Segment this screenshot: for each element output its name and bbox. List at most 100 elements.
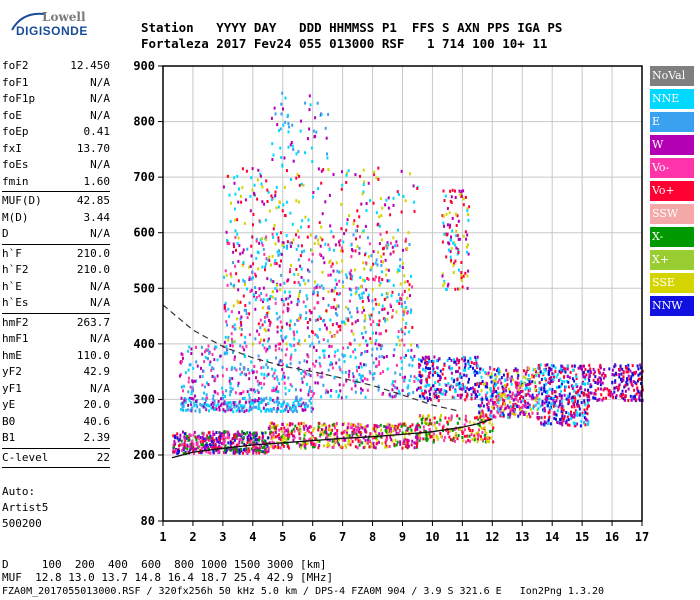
- echo-point: [277, 236, 280, 240]
- echo-point: [464, 362, 467, 366]
- echo-point: [311, 195, 314, 199]
- y-tick-label: 800: [133, 115, 155, 129]
- echo-point: [537, 390, 540, 394]
- echo-point: [443, 438, 446, 442]
- echo-point: [180, 439, 183, 443]
- echo-point: [224, 395, 227, 398]
- echo-point: [547, 394, 550, 398]
- echo-point: [418, 370, 421, 374]
- echo-point: [237, 236, 240, 240]
- echo-point: [384, 441, 387, 444]
- echo-point: [232, 339, 235, 343]
- echo-point: [452, 380, 455, 384]
- echo-point: [465, 395, 468, 399]
- echo-point: [359, 296, 362, 300]
- echo-point: [300, 397, 303, 401]
- echo-point: [233, 434, 236, 438]
- echo-point: [462, 203, 465, 207]
- echo-point: [575, 391, 578, 395]
- echo-point: [418, 358, 420, 361]
- echo-point: [248, 400, 251, 404]
- echo-point: [463, 423, 466, 427]
- echo-point: [466, 207, 469, 211]
- echo-point: [252, 262, 255, 266]
- echo-point: [526, 414, 529, 418]
- echo-point: [327, 368, 330, 372]
- echo-point: [271, 436, 274, 440]
- echo-point: [403, 422, 406, 426]
- echo-point: [254, 399, 257, 403]
- echo-point: [378, 363, 381, 366]
- echo-point: [607, 389, 610, 393]
- echo-point: [204, 356, 207, 359]
- echo-point: [476, 394, 479, 398]
- echo-point: [372, 441, 375, 445]
- echo-point: [251, 167, 254, 171]
- echo-point: [269, 263, 272, 267]
- echo-point: [258, 333, 261, 336]
- echo-point: [274, 112, 277, 116]
- param-value: N/A: [90, 108, 110, 122]
- echo-point: [391, 395, 394, 399]
- echo-point: [470, 433, 473, 437]
- echo-point: [264, 447, 267, 451]
- echo-point: [355, 365, 358, 369]
- echo-point: [596, 398, 599, 402]
- echo-point: [483, 433, 486, 437]
- echo-point: [459, 393, 462, 397]
- echo-point: [304, 339, 306, 342]
- echo-point: [241, 432, 243, 436]
- echo-point: [450, 414, 453, 418]
- echo-point: [274, 301, 277, 305]
- echo-point: [529, 382, 532, 386]
- echo-point: [536, 393, 539, 397]
- echo-point: [315, 285, 318, 289]
- echo-point: [526, 378, 529, 381]
- echo-point: [325, 309, 328, 313]
- echo-point: [204, 439, 207, 443]
- echo-point: [289, 319, 292, 323]
- echo-point: [320, 254, 323, 257]
- legend-item-vo-: Vo-: [650, 158, 694, 178]
- echo-point: [235, 443, 238, 447]
- echo-point: [492, 426, 495, 430]
- echo-point: [626, 382, 629, 386]
- echo-point: [308, 334, 311, 338]
- echo-point: [181, 356, 184, 360]
- echo-point: [554, 412, 557, 416]
- echo-point: [456, 437, 459, 441]
- echo-point: [512, 404, 515, 408]
- echo-point: [278, 360, 281, 364]
- echo-point: [501, 385, 504, 389]
- echo-point: [227, 338, 230, 342]
- echo-point: [268, 323, 271, 327]
- echo-point: [395, 443, 398, 447]
- echo-point: [187, 368, 190, 372]
- echo-point: [350, 288, 353, 292]
- echo-point: [346, 222, 349, 226]
- echo-point: [435, 359, 438, 363]
- echo-point: [222, 433, 225, 437]
- echo-point: [548, 372, 550, 376]
- echo-point: [261, 436, 264, 440]
- echo-point: [459, 372, 462, 376]
- echo-point: [311, 407, 314, 411]
- echo-point: [364, 317, 367, 321]
- echo-point: [535, 374, 538, 378]
- echo-point: [451, 229, 454, 233]
- echo-point: [527, 383, 530, 386]
- echo-point: [315, 130, 318, 134]
- echo-point: [458, 287, 461, 291]
- echo-point: [358, 443, 361, 447]
- echo-point: [427, 367, 430, 370]
- echo-point: [440, 388, 443, 392]
- echo-point: [558, 385, 561, 389]
- echo-point: [433, 388, 436, 392]
- echo-point: [452, 264, 455, 268]
- echo-point: [286, 246, 289, 250]
- echo-point: [321, 423, 324, 427]
- echo-point: [360, 365, 363, 369]
- echo-point: [424, 421, 426, 424]
- echo-point: [335, 422, 338, 425]
- echo-point: [261, 306, 264, 310]
